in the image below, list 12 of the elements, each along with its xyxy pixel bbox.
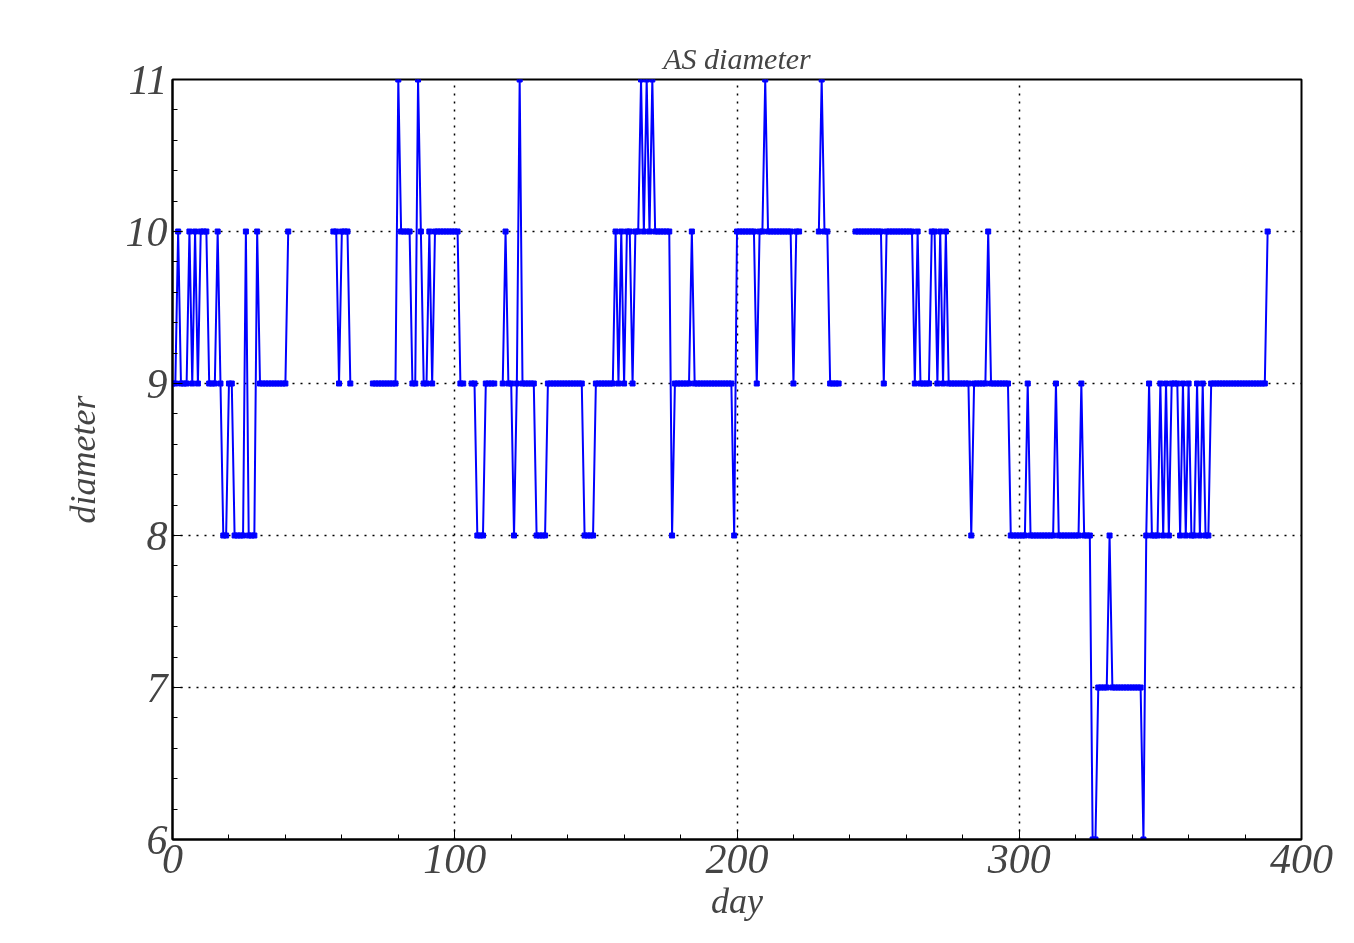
y-tick-label: 8	[146, 512, 168, 559]
x-tick-label: 200	[705, 835, 769, 882]
y-axis-title: diameter	[62, 394, 103, 524]
y-tick-label: 9	[146, 360, 168, 407]
chart-title: AS diameter	[661, 41, 812, 75]
x-tick-label: 100	[423, 835, 487, 882]
y-tick-label: 7	[146, 664, 170, 711]
y-tick-label: 11	[128, 56, 168, 103]
x-axis-title: day	[711, 880, 764, 921]
y-tick-label: 10	[125, 208, 168, 255]
x-tick-label: 400	[1270, 835, 1333, 882]
x-tick-label: 300	[986, 835, 1051, 882]
